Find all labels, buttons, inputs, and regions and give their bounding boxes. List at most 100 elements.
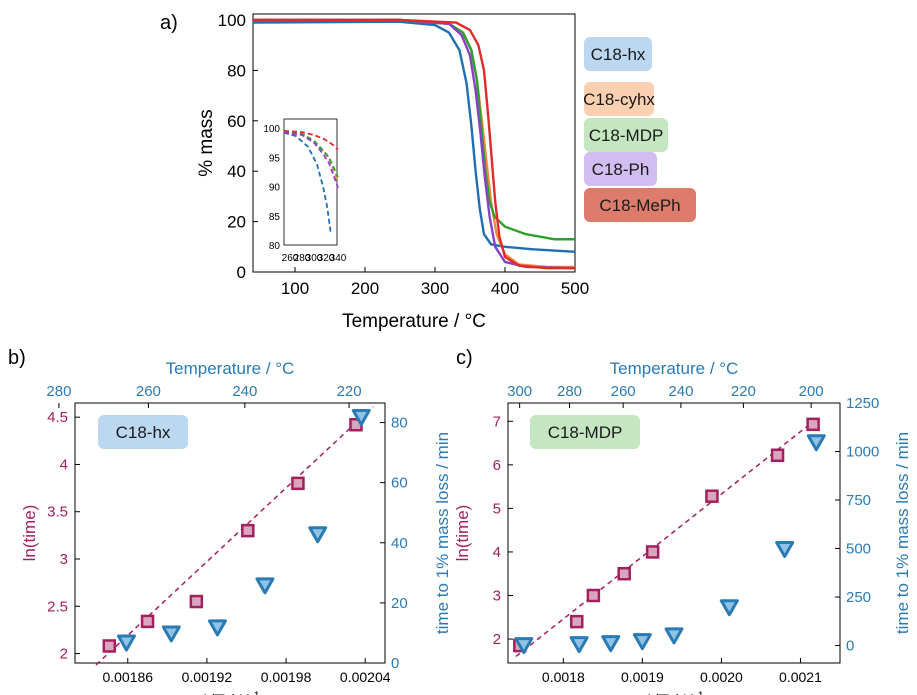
y-tick-label: 100 [218, 11, 246, 30]
time-point [308, 526, 328, 544]
y-left-tick-label: 7 [493, 413, 501, 430]
y-right-tick-label: 500 [846, 541, 871, 558]
x-axis-label-superscript: -1 [250, 690, 260, 695]
legend-item [584, 188, 696, 222]
x-tick-label: 0.00204 [340, 669, 391, 685]
time-point [569, 636, 589, 654]
top-tick-label: 300 [507, 383, 532, 400]
y-left-tick-label: 2 [60, 646, 68, 663]
y-right-tick-label: 0 [391, 655, 399, 672]
top-axis-label: Temperature / °C [610, 359, 739, 378]
top-tick-label: 220 [731, 383, 756, 400]
top-tick-label: 220 [337, 383, 362, 400]
plot-frame [74, 402, 386, 664]
panel-c-chart: 0.0018 0.0019 0.0020 0.0021 1/T / K-1 300 280 2… [453, 359, 912, 695]
y-tick-label: 0 [237, 263, 246, 282]
inset-series-line [283, 130, 339, 151]
inset-x-tick-label: 340 [330, 253, 347, 264]
y-right-axis-label: time to 1% mass loss / min [433, 432, 452, 634]
y-left-tick-label: 4 [493, 544, 501, 561]
y-right-tick-label: 20 [391, 595, 408, 612]
inset-frame [283, 118, 338, 246]
legend-label: C18-cyhx [583, 90, 655, 109]
y-left-tick-label: 4 [60, 456, 68, 473]
y-right-tick-label: 60 [391, 475, 408, 492]
y-left-axis-label: ln(time) [453, 505, 472, 562]
legend-label: C18-Ph [592, 160, 650, 179]
time-point [161, 625, 181, 643]
ln-time-point [705, 489, 719, 503]
y-axis-label: % mass [196, 109, 217, 177]
y-left-tick-label: 2 [493, 631, 501, 648]
top-axis-label: Temperature / °C [166, 359, 295, 378]
y-tick-label: 20 [227, 213, 246, 232]
time-point [632, 633, 652, 651]
y-left-tick-label: 2.5 [47, 598, 68, 615]
y-right-tick-label: 250 [846, 589, 871, 606]
inset-y-tick-label: 90 [269, 183, 281, 194]
y-left-tick-label: 6 [493, 457, 501, 474]
inset-y-tick-label: 95 [269, 153, 281, 164]
top-tick-label: 280 [46, 383, 71, 400]
y-right-tick-label: 750 [846, 492, 871, 509]
sample-label-box [530, 415, 640, 449]
legend-label: C18-MePh [599, 196, 680, 215]
inset-series-line [283, 130, 339, 178]
inset-y-tick-label: 100 [263, 124, 280, 135]
x-tick-label: 0.0019 [621, 669, 664, 685]
x-tick-label: 0.00192 [182, 669, 233, 685]
series-line [253, 18, 575, 270]
ln-time-point [617, 566, 631, 581]
ln-time-point [241, 523, 255, 538]
ln-time-point [645, 545, 660, 559]
inset-x-tick-label: 260 [282, 253, 299, 264]
top-tick-label: 260 [136, 383, 161, 400]
sample-label: C18-hx [116, 423, 171, 442]
y-left-tick-label: 3 [60, 551, 68, 568]
ln-time-point [291, 476, 305, 491]
y-right-tick-label: 80 [391, 415, 408, 432]
y-right-axis-label: time to 1% mass loss / min [893, 432, 912, 634]
inset-x-tick-label: 320 [318, 253, 335, 264]
x-tick-label: 0.0020 [700, 669, 743, 685]
time-point [116, 634, 136, 652]
y-tick-label: 80 [227, 61, 246, 80]
inset-y-tick-label: 85 [269, 212, 281, 223]
ln-time-point [140, 614, 155, 629]
top-tick-label: 260 [611, 383, 636, 400]
x-tick-label: 400 [491, 279, 519, 298]
legend-item [584, 82, 654, 116]
panel-label-c: c) [456, 347, 473, 369]
y-right-tick-label: 1250 [846, 395, 879, 412]
inset-series-line [283, 131, 332, 234]
legend-item [584, 152, 657, 186]
time-point [255, 577, 275, 595]
panel-a-chart: 100 200 300 400 500 0 20 40 60 80 100 Temperature /… [196, 11, 696, 332]
x-axis-label: Temperature / °C [342, 311, 486, 332]
time-point [207, 619, 227, 637]
x-tick-label: 300 [421, 279, 449, 298]
y-left-tick-label: 3 [493, 587, 501, 604]
y-right-tick-label: 1000 [846, 444, 879, 461]
time-point [719, 599, 739, 617]
fit-line [515, 418, 817, 658]
time-point [775, 541, 795, 559]
x-tick-label: 500 [561, 279, 589, 298]
legend-label: C18-MDP [589, 126, 664, 145]
ln-time-point [570, 614, 584, 629]
y-left-axis-label: ln(time) [20, 505, 39, 562]
ln-time-point [770, 448, 785, 463]
legend-item [584, 118, 668, 152]
sample-label-box [98, 415, 188, 449]
y-right-tick-label: 40 [391, 535, 408, 552]
top-tick-label: 280 [557, 383, 582, 400]
panel-label-a: a) [160, 12, 178, 34]
y-left-tick-label: 3.5 [47, 504, 68, 521]
inset-series-line [283, 131, 339, 188]
top-tick-label: 240 [668, 383, 693, 400]
series-line [253, 18, 576, 270]
ln-time-point [189, 594, 204, 609]
x-tick-label: 0.0018 [542, 669, 585, 685]
legend-label: C18-hx [591, 45, 646, 64]
